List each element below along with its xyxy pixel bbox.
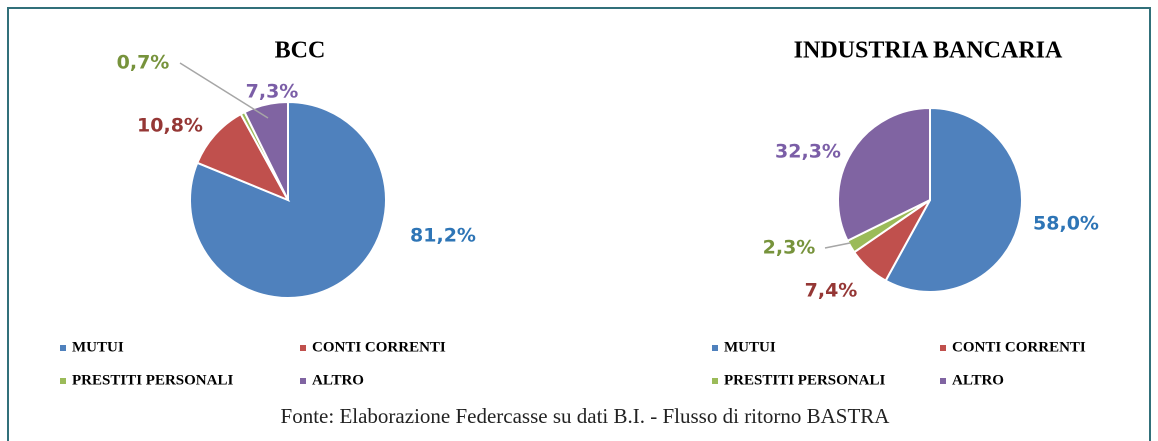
pie-slice [243, 100, 289, 201]
legend-label: ALTRO [312, 372, 364, 388]
legend-marker [60, 345, 66, 351]
legend-label: PRESTITI PERSONALI [724, 372, 885, 388]
legend-marker [940, 378, 946, 384]
data-label: 58,0% [1033, 213, 1099, 235]
legend-label: MUTUI [724, 339, 776, 355]
data-label: 81,2% [410, 225, 476, 247]
legend-marker [940, 345, 946, 351]
legend-label: MUTUI [72, 339, 124, 355]
data-label: 7,4% [805, 280, 858, 302]
legend-marker [712, 345, 718, 351]
pie-slice [884, 106, 1023, 293]
leader-line [179, 62, 269, 119]
leader-line [824, 242, 851, 249]
chart-title: BCC [275, 38, 326, 64]
legend-label: CONTI CORRENTI [952, 339, 1086, 355]
legend-marker [300, 345, 306, 351]
data-label: 7,3% [246, 81, 299, 103]
pie-slice [196, 112, 291, 203]
chart-title: INDUSTRIA BANCARIA [794, 38, 1063, 64]
legend-label: ALTRO [952, 372, 1004, 388]
data-label: 0,7% [117, 52, 170, 74]
legend-marker [60, 378, 66, 384]
legend-label: PRESTITI PERSONALI [72, 372, 233, 388]
data-label: 10,8% [137, 115, 203, 137]
legend-marker [300, 378, 306, 384]
legend-marker [712, 378, 718, 384]
source: Fonte: Elaborazione Federcasse su dati B… [281, 404, 891, 428]
legend-label: CONTI CORRENTI [312, 339, 446, 355]
data-label: 2,3% [763, 237, 816, 259]
data-label: 32,3% [775, 141, 841, 163]
pie-slice [837, 106, 931, 243]
